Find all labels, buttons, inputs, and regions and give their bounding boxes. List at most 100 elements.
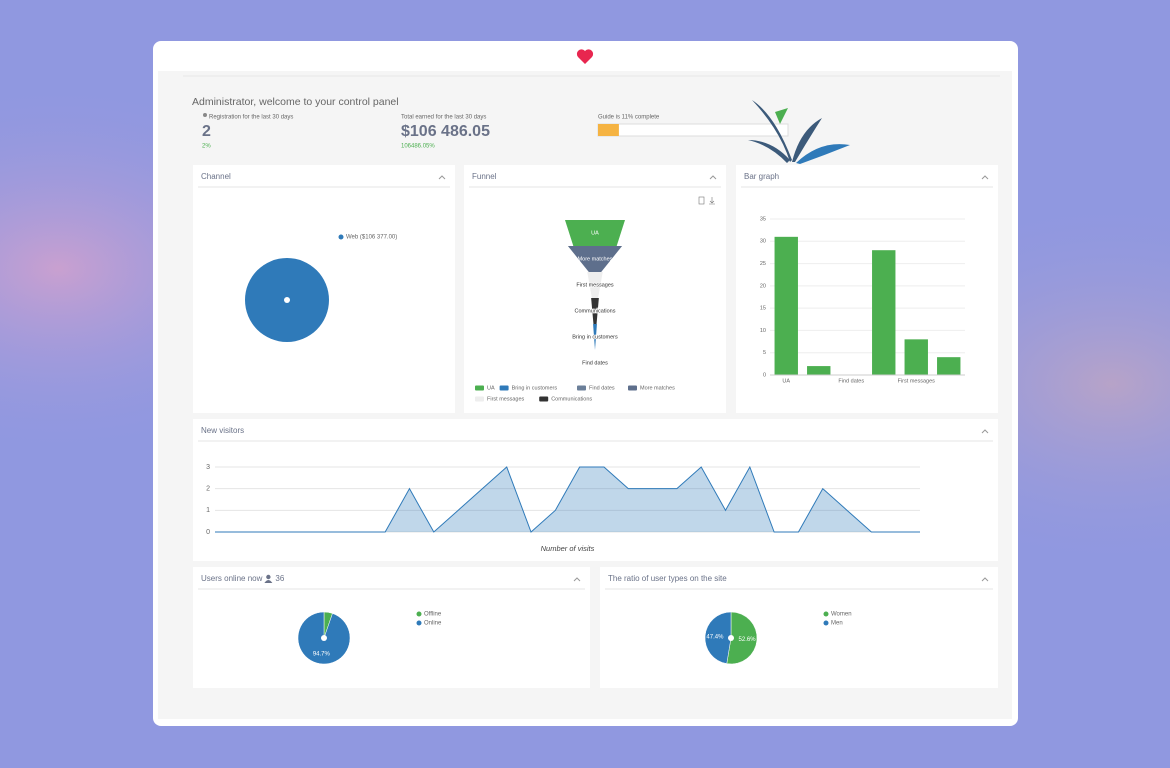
y-tick-label: 25 <box>760 261 766 267</box>
y-tick-label: 20 <box>760 283 766 289</box>
stat-label: Total earned for the last 30 days <box>401 115 486 121</box>
y-tick-label: 30 <box>760 239 766 245</box>
legend-swatch <box>628 385 637 391</box>
funnel-label: Find dates <box>582 360 608 366</box>
funnel-stage <box>567 246 623 272</box>
export-button[interactable] <box>698 196 705 205</box>
legend-label: Women <box>831 612 852 618</box>
guide-label: Guide is 11% complete <box>598 115 660 121</box>
leaf <box>748 140 790 163</box>
pie-center <box>321 635 327 641</box>
legend-swatch <box>823 620 829 626</box>
area-fill <box>215 467 920 532</box>
collapse-button[interactable] <box>981 577 989 582</box>
y-tick-label: 35 <box>760 216 766 222</box>
legend-label: Find dates <box>589 385 615 391</box>
y-tick-label: 15 <box>760 306 766 312</box>
legend-label: Communications <box>551 396 592 402</box>
funnel-label: More matches <box>578 256 613 262</box>
progress-fill <box>598 124 619 136</box>
panel <box>600 567 998 688</box>
legend-swatch <box>416 620 422 626</box>
x-tick-label: UA <box>782 378 790 384</box>
x-axis-title: Number of visits <box>541 544 595 553</box>
legend-label: More matches <box>640 385 675 391</box>
x-tick-label: First messages <box>898 378 936 384</box>
x-tick-label: Find dates <box>838 378 864 384</box>
user-icon <box>203 113 207 117</box>
legend-label: First messages <box>487 396 525 402</box>
panel-title: The ratio of user types on the site <box>608 574 727 583</box>
collapse-button[interactable] <box>981 175 989 180</box>
funnel-label: Bring in customers <box>572 334 618 340</box>
progress-track <box>597 123 789 137</box>
panel <box>193 567 590 688</box>
data-label: 47.4% <box>706 634 724 640</box>
leaf <box>796 144 850 164</box>
data-label: 52.6% <box>739 637 757 643</box>
area-line <box>215 465 920 533</box>
y-tick-label: 0 <box>206 529 210 536</box>
stat-change: 2% <box>202 144 211 150</box>
y-tick-label: 3 <box>206 464 210 471</box>
pie-center <box>728 635 734 641</box>
collapse-button[interactable] <box>981 429 989 434</box>
legend-swatch <box>577 385 586 391</box>
collapse-button[interactable] <box>573 577 581 582</box>
bar <box>872 250 896 375</box>
legend-label: Web ($106 377.00) <box>346 235 397 241</box>
legend-swatch <box>475 396 484 402</box>
legend-label: Bring in customers <box>512 385 558 391</box>
legend-label: UA <box>487 385 495 391</box>
pie-slice <box>726 611 758 665</box>
legend-label: Offline <box>424 612 442 618</box>
pie-slice <box>704 611 732 664</box>
stat-value: $106 486.05 <box>401 123 490 140</box>
logo <box>576 49 594 64</box>
legend-swatch <box>475 385 484 391</box>
legend-swatch <box>416 611 422 617</box>
collapse-button[interactable] <box>438 175 446 180</box>
user-icon <box>266 574 271 580</box>
stat-change: 106486.05% <box>401 144 435 150</box>
stat-label: Registration for the last 30 days <box>209 115 293 121</box>
panel-title: Funnel <box>472 172 497 181</box>
y-tick-label: 5 <box>763 350 766 356</box>
funnel-stage <box>565 220 625 246</box>
bar <box>937 357 961 375</box>
welcome-title: Administrator, welcome to your control p… <box>192 96 399 108</box>
funnel-stage <box>593 324 597 350</box>
leaf <box>752 100 792 162</box>
data-label: 94.7% <box>313 651 331 657</box>
panel-title: Users online now <box>201 574 263 583</box>
legend-swatch <box>499 385 509 391</box>
legend-swatch <box>823 611 829 617</box>
y-tick-label: 0 <box>763 372 766 378</box>
panel <box>193 419 998 561</box>
stat-value: 2 <box>202 123 211 140</box>
legend-swatch <box>539 396 549 402</box>
online-count: 36 <box>275 574 284 583</box>
collapse-button[interactable] <box>709 175 717 180</box>
legend-label: Online <box>424 621 442 627</box>
funnel-label: Communications <box>575 308 616 314</box>
plant <box>748 100 850 164</box>
bar <box>807 366 831 375</box>
funnel-label: UA <box>591 230 599 236</box>
legend-swatch <box>338 234 344 240</box>
user-icon <box>264 580 273 583</box>
panel-title: Bar graph <box>744 172 779 181</box>
panel-title: Channel <box>201 172 231 181</box>
leaf <box>792 118 822 162</box>
panel-title: New visitors <box>201 426 244 435</box>
funnel-stage <box>587 272 603 298</box>
funnel-label: First messages <box>576 282 614 288</box>
download-button[interactable] <box>709 197 715 205</box>
y-tick-label: 2 <box>206 486 210 493</box>
y-tick-label: 10 <box>760 328 766 334</box>
bar <box>904 339 928 375</box>
legend-label: Men <box>831 621 843 627</box>
leaf <box>775 108 788 124</box>
